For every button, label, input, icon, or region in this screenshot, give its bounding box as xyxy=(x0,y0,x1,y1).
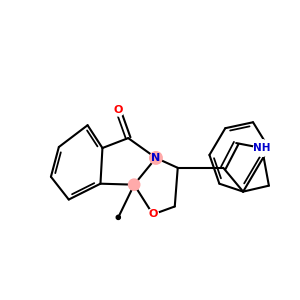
Circle shape xyxy=(147,209,159,220)
Text: O: O xyxy=(148,209,158,219)
Circle shape xyxy=(112,105,124,116)
Circle shape xyxy=(116,215,120,220)
Text: NH: NH xyxy=(253,143,271,153)
Text: N: N xyxy=(151,153,160,163)
Circle shape xyxy=(254,140,270,156)
Circle shape xyxy=(128,179,140,190)
Circle shape xyxy=(150,152,162,164)
Text: O: O xyxy=(114,105,123,116)
